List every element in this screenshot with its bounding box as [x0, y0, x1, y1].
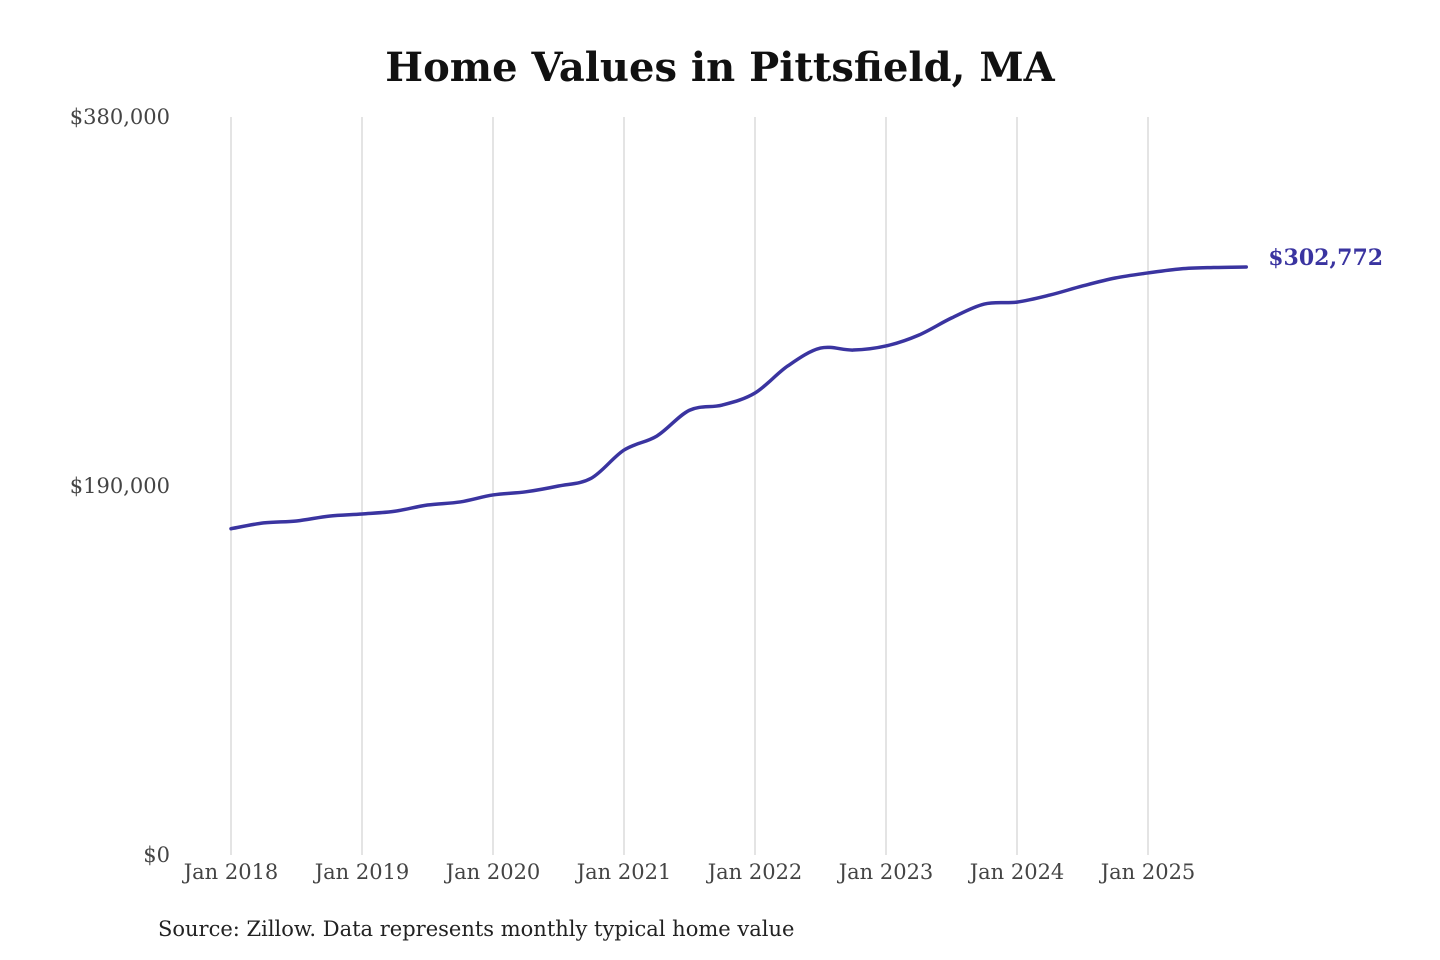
chart-title: Home Values in Pittsfield, MA [385, 44, 1055, 91]
x-tick-label: Jan 2025 [1099, 860, 1196, 884]
source-note: Source: Zillow. Data represents monthly … [158, 917, 795, 941]
end-value-label: $302,772 [1268, 245, 1383, 271]
x-tick-label: Jan 2019 [313, 860, 410, 884]
x-tick-label: Jan 2018 [182, 860, 279, 884]
x-tick-label: Jan 2020 [444, 860, 541, 884]
x-tick-label: Jan 2023 [837, 860, 934, 884]
y-tick-label: $190,000 [70, 474, 170, 498]
x-tick-label: Jan 2021 [575, 860, 672, 884]
x-tick-label: Jan 2022 [706, 860, 803, 884]
series-line [229, 265, 1248, 531]
y-tick-label: $0 [143, 843, 170, 867]
x-tick-label: Jan 2024 [968, 860, 1065, 884]
y-tick-label: $380,000 [70, 105, 170, 129]
